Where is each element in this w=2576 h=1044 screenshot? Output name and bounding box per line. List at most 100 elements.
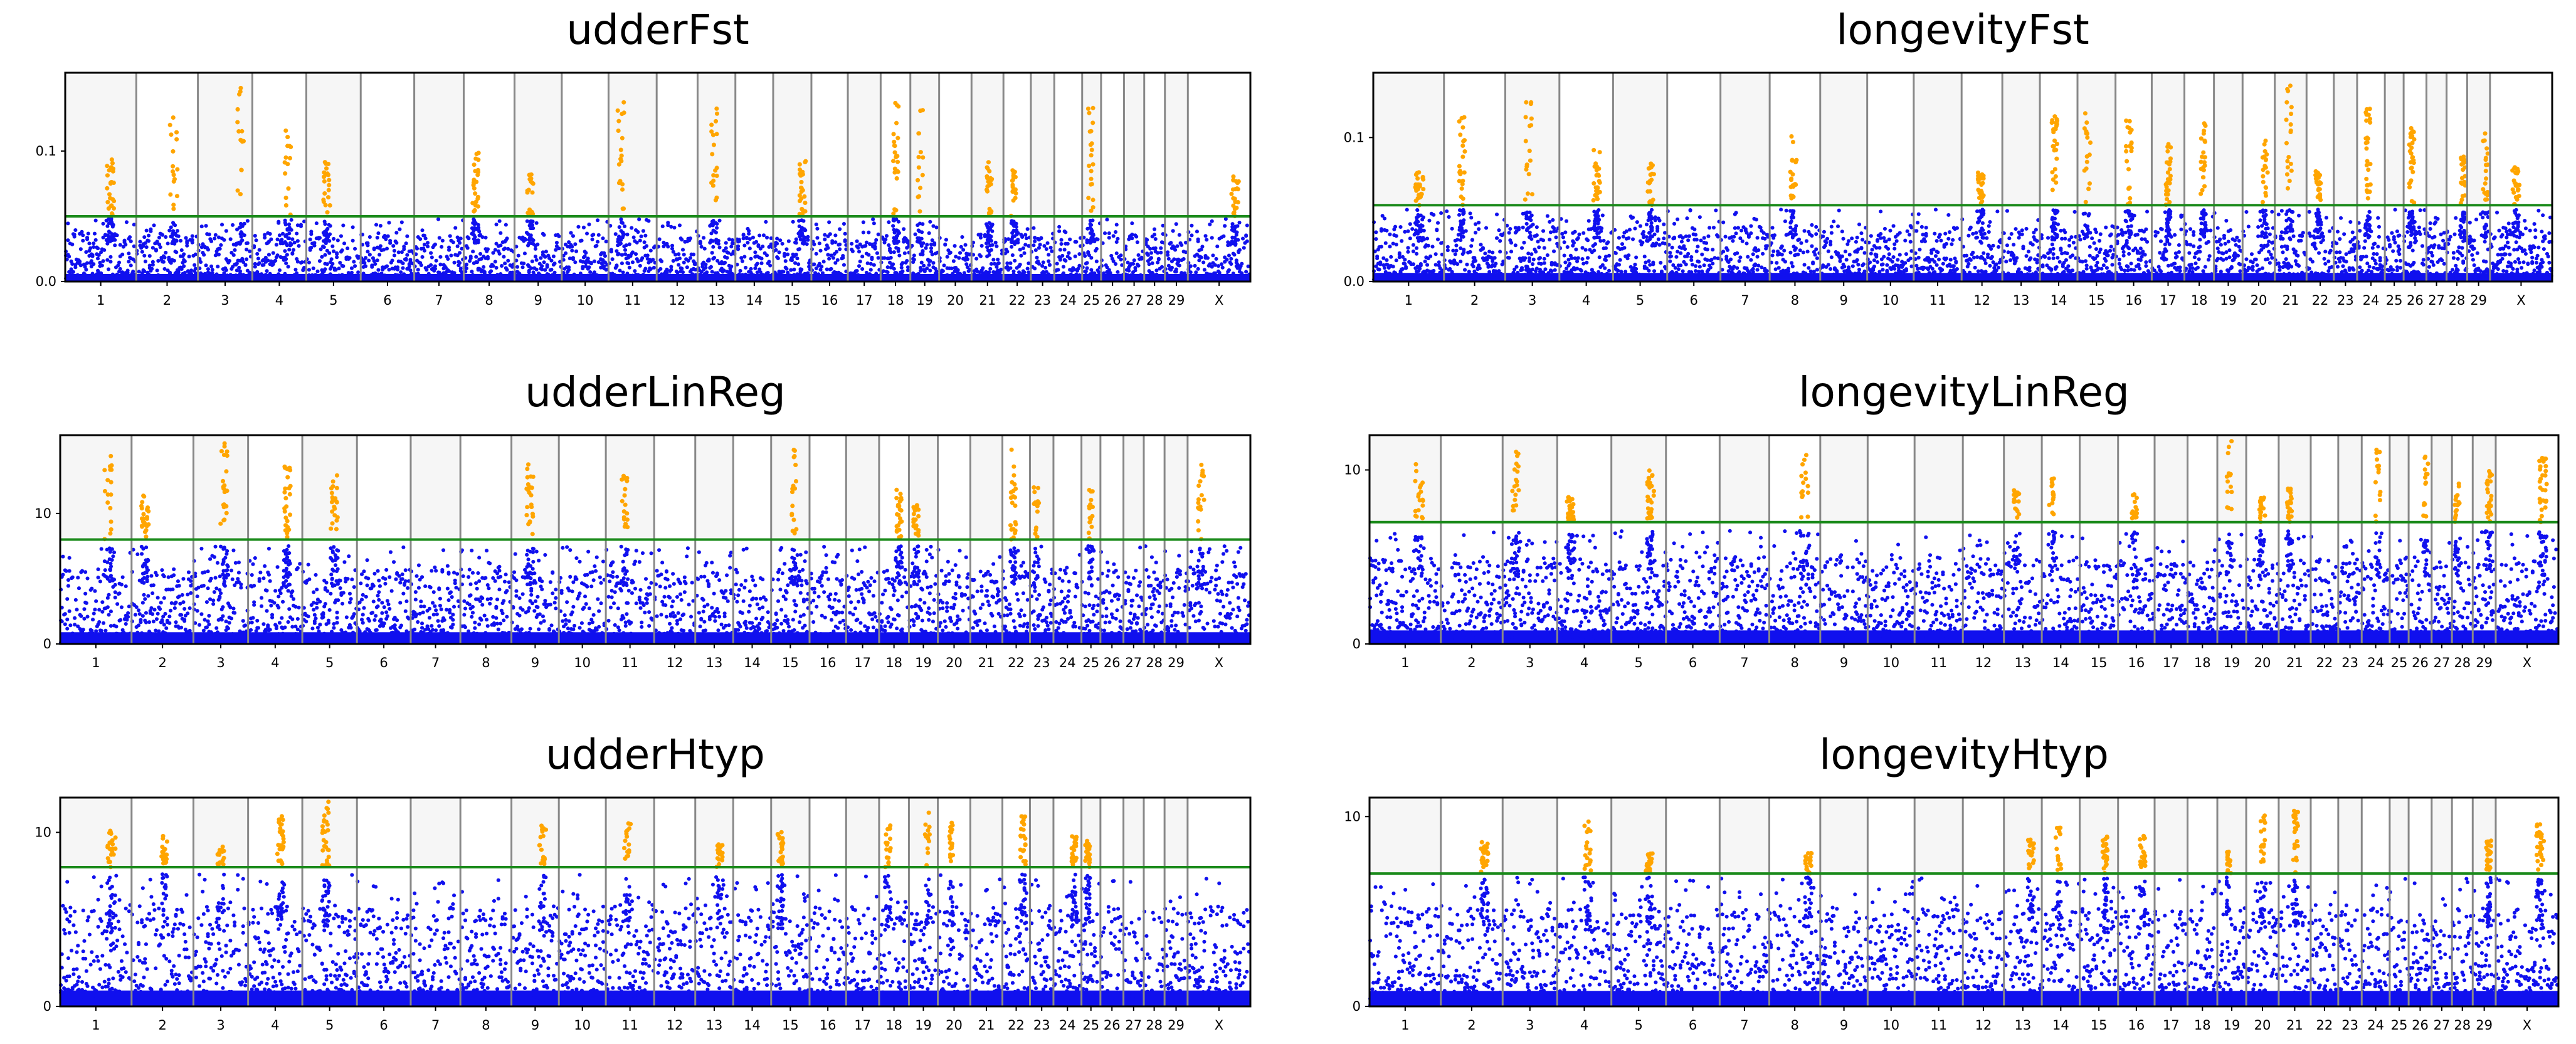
chromosome-band — [846, 798, 879, 867]
x-tick-label: 18 — [2194, 655, 2211, 670]
x-tick-label: 12 — [667, 655, 684, 670]
x-tick-label: 4 — [1580, 1018, 1588, 1033]
chromosome-band — [695, 798, 734, 867]
x-tick-label: X — [2516, 293, 2525, 308]
chromosome-band — [2389, 435, 2409, 522]
snp-points-above-threshold — [105, 85, 1241, 219]
x-tick-label: 26 — [1104, 655, 1121, 670]
x-tick-label: 27 — [2434, 655, 2451, 670]
x-tick-label: 23 — [1034, 293, 1051, 308]
x-tick-label: 24 — [1059, 655, 1076, 670]
x-tick-label: 3 — [216, 1018, 224, 1033]
x-tick-label: 21 — [2286, 1018, 2303, 1033]
x-tick-label: 11 — [624, 293, 641, 308]
x-tick-label: 4 — [275, 293, 283, 308]
x-tick-label: 27 — [1125, 655, 1142, 670]
snp-points-above-threshold — [102, 441, 1206, 542]
x-tick-label: 22 — [1008, 1018, 1025, 1033]
x-tick-label: 8 — [1790, 655, 1798, 670]
y-tick-label: 0 — [43, 636, 51, 651]
chromosome-band — [1914, 435, 1963, 522]
chromosome-band — [2431, 435, 2452, 522]
snp-points — [59, 799, 1251, 1008]
x-tick-label: 29 — [1168, 1018, 1185, 1033]
x-tick-label: 28 — [1146, 655, 1163, 670]
x-tick-label: 19 — [2224, 655, 2241, 670]
x-tick-label: 17 — [856, 293, 873, 308]
x-tick-label: 15 — [2088, 293, 2105, 308]
chromosome-band — [846, 435, 879, 540]
x-tick-label: 25 — [1083, 293, 1100, 308]
x-tick-label: 21 — [978, 1018, 995, 1033]
chromosome-band — [2274, 73, 2307, 206]
x-tick-label: 9 — [1840, 655, 1848, 670]
chromosome-band — [971, 73, 1004, 216]
x-tick-label: 16 — [2125, 293, 2142, 308]
x-tick-label: 16 — [820, 1018, 837, 1033]
panel-title: longevityLinReg — [1798, 368, 2130, 416]
chromosome-band — [695, 435, 734, 540]
x-tick-label: 16 — [2128, 1018, 2145, 1033]
x-tick-label: 23 — [2341, 655, 2358, 670]
y-tick-label: 0 — [1353, 999, 1361, 1014]
x-tick-label: 21 — [2283, 293, 2299, 308]
x-tick-label: 24 — [2367, 655, 2384, 670]
x-tick-label: 6 — [379, 1018, 388, 1033]
x-tick-label: 2 — [1467, 1018, 1475, 1033]
x-tick-label: 28 — [2454, 655, 2471, 670]
x-tick-label: 10 — [574, 655, 591, 670]
x-tick-label: 29 — [1168, 655, 1185, 670]
chromosome-band — [910, 73, 939, 216]
x-tick-label: 17 — [2163, 655, 2180, 670]
chromosome-band — [606, 435, 655, 540]
x-tick-label: 2 — [1467, 655, 1475, 670]
x-tick-label: 25 — [2391, 1018, 2408, 1033]
x-tick-label: 20 — [2254, 1018, 2271, 1033]
chromosome-band — [2467, 73, 2490, 206]
x-tick-label: 2 — [163, 293, 171, 308]
chromosome-band — [2426, 73, 2447, 206]
chromosome-band — [2333, 73, 2357, 206]
x-tick-label: 13 — [706, 1018, 723, 1033]
chromosome-band — [511, 798, 559, 867]
x-tick-label: 23 — [2341, 1018, 2358, 1033]
x-tick-label: 9 — [1840, 1018, 1848, 1033]
chromosome-band — [2431, 798, 2452, 874]
x-tick-label: 17 — [854, 655, 871, 670]
x-tick-label: 8 — [485, 293, 493, 308]
x-tick-label: 28 — [1146, 293, 1163, 308]
x-tick-label: 1 — [97, 293, 105, 308]
x-tick-label: 19 — [2224, 1018, 2241, 1033]
x-tick-label: 18 — [885, 655, 902, 670]
x-tick-label: 1 — [92, 1018, 100, 1033]
x-tick-label: 4 — [1582, 293, 1590, 308]
x-tick-label: 5 — [325, 655, 334, 670]
x-tick-label: 4 — [271, 1018, 279, 1033]
plot-frame — [1372, 71, 2553, 283]
x-tick-label: 4 — [271, 655, 279, 670]
x-tick-label: 3 — [1526, 1018, 1534, 1033]
chromosome-band — [1502, 798, 1558, 874]
x-tick-label: 5 — [325, 1018, 334, 1033]
x-tick-label: 10 — [1882, 1018, 1899, 1033]
x-tick-label: 26 — [1104, 1018, 1121, 1033]
x-tick-label: 23 — [1033, 655, 1050, 670]
x-tick-label: 25 — [2386, 293, 2403, 308]
chromosome-band — [1030, 73, 1055, 216]
x-tick-label: 13 — [706, 655, 723, 670]
x-tick-label: 20 — [2251, 293, 2267, 308]
chromosome-band — [1030, 798, 1053, 867]
y-tick-label: 0.1 — [36, 144, 56, 159]
x-tick-label: 19 — [2220, 293, 2237, 308]
chromosome-band — [970, 435, 1003, 540]
plot-frame — [1368, 434, 2560, 645]
y-tick-label: 10 — [34, 506, 51, 521]
x-tick-label: 19 — [915, 1018, 932, 1033]
x-tick-label: 7 — [1740, 1018, 1748, 1033]
x-tick-label: 28 — [2449, 293, 2466, 308]
chromosome-band — [2079, 435, 2118, 522]
